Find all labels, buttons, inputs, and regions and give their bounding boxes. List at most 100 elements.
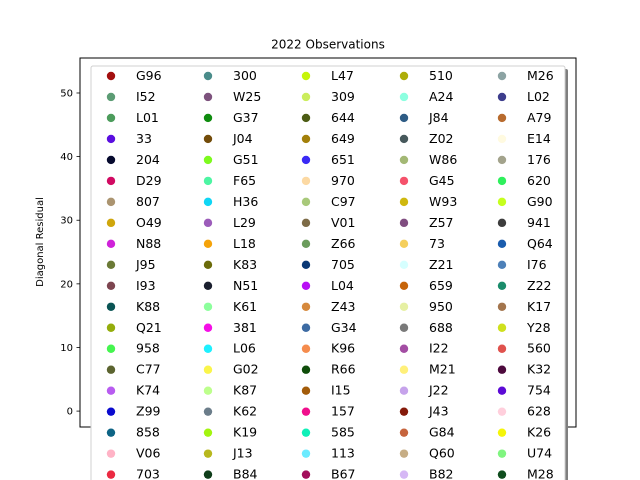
legend-marker [106, 197, 116, 207]
legend-marker [399, 302, 409, 311]
legend-label: G02 [233, 362, 259, 377]
legend-label: K61 [233, 299, 257, 314]
legend-label: C97 [331, 194, 356, 209]
legend-marker [399, 407, 409, 416]
legend-marker [203, 365, 213, 374]
legend-marker [497, 470, 507, 479]
y-axis-ticks: 0 10 20 30 40 50 [60, 88, 80, 418]
legend-label: K26 [527, 425, 551, 440]
legend-marker [203, 239, 213, 249]
legend-label: Z57 [429, 215, 453, 230]
legend-marker [399, 344, 409, 353]
legend-marker [497, 134, 507, 144]
legend-marker [106, 71, 116, 81]
legend-marker [106, 281, 116, 290]
legend-marker [106, 323, 116, 332]
legend-label: V06 [136, 446, 161, 461]
legend-marker [106, 365, 116, 374]
legend-marker [497, 71, 507, 81]
legend-marker [399, 239, 409, 249]
legend-label: M26 [527, 68, 554, 83]
legend-label: Z66 [331, 236, 356, 251]
legend-marker [301, 155, 311, 165]
legend-label: Z43 [331, 299, 355, 314]
legend-label: G84 [429, 425, 455, 440]
legend-label: K74 [136, 383, 160, 398]
legend-label: L06 [233, 341, 256, 356]
legend-label: M21 [429, 362, 456, 377]
legend-marker [106, 428, 116, 437]
legend-marker [497, 323, 507, 332]
legend-label: K87 [233, 383, 257, 398]
legend-marker [106, 260, 116, 270]
legend-label: G51 [233, 152, 259, 167]
legend-marker [203, 155, 213, 165]
y-tick-label: 50 [60, 88, 73, 99]
legend-marker [301, 365, 311, 374]
legend-label: 659 [429, 278, 453, 293]
legend-label: B67 [331, 467, 355, 480]
legend-label: N51 [233, 278, 258, 293]
legend-label: W93 [429, 194, 457, 209]
legend-label: J04 [232, 131, 253, 146]
legend-marker [106, 344, 116, 353]
legend-marker [399, 260, 409, 270]
y-tick-label: 40 [60, 152, 73, 163]
legend-marker [203, 407, 213, 416]
legend-label: Q21 [136, 320, 162, 335]
legend-marker [203, 281, 213, 290]
legend-label: F65 [233, 173, 256, 188]
y-tick-label: 10 [60, 343, 73, 354]
legend-label: 620 [527, 173, 551, 188]
legend-marker [203, 302, 213, 311]
legend-label: 73 [429, 236, 445, 251]
legend-label: 300 [233, 68, 257, 83]
legend-label: 649 [331, 131, 355, 146]
legend-marker [399, 428, 409, 437]
legend-label: Q64 [527, 236, 553, 251]
legend-label: J13 [232, 446, 253, 461]
y-axis-label: Diagonal Residual [35, 197, 46, 287]
legend-label: V01 [331, 215, 355, 230]
legend-marker [497, 176, 507, 186]
legend-label: 858 [136, 425, 160, 440]
legend-marker [399, 449, 409, 458]
legend-marker [399, 176, 409, 186]
legend-marker [301, 197, 311, 207]
legend-label: K83 [233, 257, 257, 272]
legend-marker [399, 92, 409, 102]
legend-label: Z99 [136, 404, 161, 419]
legend-label: 585 [331, 425, 355, 440]
legend-box [90, 65, 566, 480]
legend-marker [399, 113, 409, 123]
legend-marker [399, 134, 409, 144]
legend-marker [301, 92, 311, 102]
y-tick-label: 20 [60, 279, 73, 290]
legend-label: G45 [429, 173, 455, 188]
legend-marker [301, 71, 311, 81]
legend-marker [497, 218, 507, 228]
legend-marker [106, 176, 116, 186]
legend-marker [497, 155, 507, 165]
legend-label: K17 [527, 299, 551, 314]
legend-label: 950 [429, 299, 453, 314]
legend-marker [106, 113, 116, 123]
legend-marker [106, 449, 116, 458]
legend-label: W25 [233, 89, 261, 104]
legend-marker [301, 113, 311, 123]
legend-label: A79 [527, 110, 552, 125]
legend-label: I76 [527, 257, 547, 272]
legend-marker [301, 386, 311, 395]
legend-label: C77 [136, 362, 161, 377]
legend-label: Z21 [429, 257, 453, 272]
legend-marker [497, 281, 507, 290]
legend-label: G34 [331, 320, 357, 335]
legend-marker [399, 281, 409, 290]
legend-label: I93 [136, 278, 156, 293]
legend-label: J22 [428, 383, 449, 398]
legend-marker [497, 92, 507, 102]
legend-marker [106, 155, 116, 165]
legend-label: 958 [136, 341, 160, 356]
legend-label: K19 [233, 425, 257, 440]
legend-marker [203, 260, 213, 270]
